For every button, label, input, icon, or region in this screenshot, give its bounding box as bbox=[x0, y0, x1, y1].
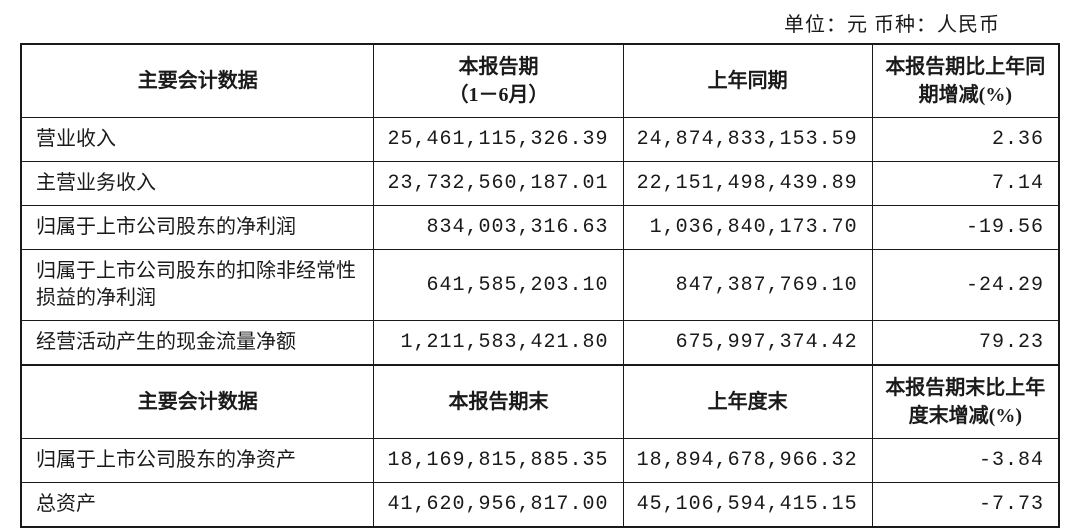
header-prior-year-end: 上年度末 bbox=[623, 365, 872, 439]
row-change-pct: -19.56 bbox=[872, 206, 1059, 250]
table-row: 总资产 41,620,956,817.00 45,106,594,415.15 … bbox=[21, 483, 1059, 528]
row-value-prior: 45,106,594,415.15 bbox=[623, 483, 872, 528]
row-value-current: 834,003,316.63 bbox=[374, 206, 623, 250]
header-main-data-2: 主要会计数据 bbox=[21, 365, 374, 439]
row-value-current: 641,585,203.10 bbox=[374, 250, 623, 321]
row-label: 总资产 bbox=[21, 483, 374, 528]
row-label: 归属于上市公司股东的净资产 bbox=[21, 439, 374, 483]
row-value-prior: 1,036,840,173.70 bbox=[623, 206, 872, 250]
table-row: 经营活动产生的现金流量净额 1,211,583,421.80 675,997,3… bbox=[21, 321, 1059, 366]
row-value-prior: 24,874,833,153.59 bbox=[623, 118, 872, 162]
row-change-pct: 79.23 bbox=[872, 321, 1059, 366]
row-change-pct: 2.36 bbox=[872, 118, 1059, 162]
row-change-pct: -7.73 bbox=[872, 483, 1059, 528]
row-value-prior: 675,997,374.42 bbox=[623, 321, 872, 366]
unit-currency-line: 单位：元 币种：人民币 bbox=[20, 8, 1060, 37]
row-change-pct: -3.84 bbox=[872, 439, 1059, 483]
row-change-pct: 7.14 bbox=[872, 162, 1059, 206]
row-value-current: 41,620,956,817.00 bbox=[374, 483, 623, 528]
row-value-current: 25,461,115,326.39 bbox=[374, 118, 623, 162]
row-value-current: 1,211,583,421.80 bbox=[374, 321, 623, 366]
row-value-prior: 847,387,769.10 bbox=[623, 250, 872, 321]
header-change-pct: 本报告期比上年同期增减(%) bbox=[872, 44, 1059, 118]
table-row: 归属于上市公司股东的净利润 834,003,316.63 1,036,840,1… bbox=[21, 206, 1059, 250]
row-value-prior: 18,894,678,966.32 bbox=[623, 439, 872, 483]
row-label: 归属于上市公司股东的扣除非经常性损益的净利润 bbox=[21, 250, 374, 321]
header-change-pct-2: 本报告期末比上年度末增减(%) bbox=[872, 365, 1059, 439]
header-prior-period: 上年同期 bbox=[623, 44, 872, 118]
header-main-data: 主要会计数据 bbox=[21, 44, 374, 118]
row-label: 经营活动产生的现金流量净额 bbox=[21, 321, 374, 366]
table-row: 主营业务收入 23,732,560,187.01 22,151,498,439.… bbox=[21, 162, 1059, 206]
table-row: 营业收入 25,461,115,326.39 24,874,833,153.59… bbox=[21, 118, 1059, 162]
header-current-period-text: 本报告期 （1－6月） bbox=[448, 56, 548, 106]
row-label: 营业收入 bbox=[21, 118, 374, 162]
row-label: 主营业务收入 bbox=[21, 162, 374, 206]
table-header-row-2: 主要会计数据 本报告期末 上年度末 本报告期末比上年度末增减(%) bbox=[21, 365, 1059, 439]
header-period-end: 本报告期末 bbox=[374, 365, 623, 439]
row-value-current: 23,732,560,187.01 bbox=[374, 162, 623, 206]
table-row: 归属于上市公司股东的扣除非经常性损益的净利润 641,585,203.10 84… bbox=[21, 250, 1059, 321]
table-row: 归属于上市公司股东的净资产 18,169,815,885.35 18,894,6… bbox=[21, 439, 1059, 483]
table-header-row-1: 主要会计数据 本报告期 （1－6月） 上年同期 本报告期比上年同期增减(%) bbox=[21, 44, 1059, 118]
row-label: 归属于上市公司股东的净利润 bbox=[21, 206, 374, 250]
financial-data-table: 主要会计数据 本报告期 （1－6月） 上年同期 本报告期比上年同期增减(%) 营… bbox=[20, 43, 1060, 528]
header-current-period: 本报告期 （1－6月） bbox=[374, 44, 623, 118]
row-value-prior: 22,151,498,439.89 bbox=[623, 162, 872, 206]
row-change-pct: -24.29 bbox=[872, 250, 1059, 321]
row-value-current: 18,169,815,885.35 bbox=[374, 439, 623, 483]
